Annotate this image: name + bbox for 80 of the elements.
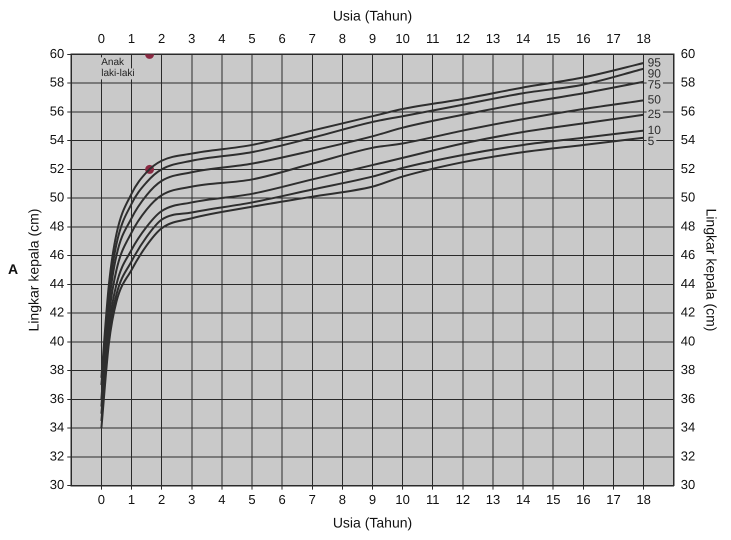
x2-tick-label: 7 xyxy=(308,31,316,46)
y-tick-label: 36 xyxy=(50,390,64,406)
x2-tick-label: 6 xyxy=(278,31,286,46)
x-tick-label: 9 xyxy=(368,492,376,507)
x2-tick-label: 12 xyxy=(456,31,470,46)
x2-tick-label: 9 xyxy=(368,31,376,46)
x2-tick-label: 8 xyxy=(338,31,346,46)
y-tick-label: 44 xyxy=(50,276,64,291)
y2-tick-label: 30 xyxy=(680,477,696,492)
series-label: 5 xyxy=(648,134,655,148)
y2-tick-label: 54 xyxy=(680,132,696,148)
x-tick-label: 17 xyxy=(606,492,621,507)
y2-tick-label: 52 xyxy=(680,160,696,176)
y-tick-label: 56 xyxy=(50,103,64,118)
y-tick-label: 30 xyxy=(50,477,64,492)
x-tick-label: 8 xyxy=(338,492,346,507)
y2-tick-label: 50 xyxy=(680,190,696,205)
y-tick-label: 58 xyxy=(50,74,64,90)
y2-tick-label: 46 xyxy=(680,247,696,262)
y2-tick-label: 32 xyxy=(680,448,696,464)
x-tick-label: 10 xyxy=(395,492,410,507)
x2-tick-label: 11 xyxy=(426,31,440,46)
x-tick-label: 18 xyxy=(636,492,651,507)
x-tick-label: 3 xyxy=(188,492,196,507)
y-tick-label: 40 xyxy=(50,333,64,348)
y2-tick-label: 34 xyxy=(680,420,696,435)
x2-tick-label: 5 xyxy=(248,31,256,46)
x-tick-label: 16 xyxy=(576,492,591,507)
x-tick-label: 15 xyxy=(546,492,560,507)
y-tick-label: 54 xyxy=(50,132,64,148)
y2-axis-title: Lingkar kepala (cm) xyxy=(704,208,720,332)
x2-tick-label: 10 xyxy=(395,31,410,46)
x-tick-label: 1 xyxy=(128,492,136,507)
x-tick-label: 11 xyxy=(426,492,440,507)
series-label: 50 xyxy=(648,92,662,107)
x-tick-label: 6 xyxy=(278,492,286,507)
y-tick-label: 50 xyxy=(50,190,64,205)
y2-tick-label: 44 xyxy=(680,276,696,291)
y2-tick-label: 60 xyxy=(680,46,696,61)
y-tick-label: 42 xyxy=(50,304,64,320)
y-tick-label: 32 xyxy=(50,448,64,464)
y-tick-label: 34 xyxy=(50,420,64,435)
x-axis-title: Usia (Tahun) xyxy=(332,514,412,530)
x-tick-label: 2 xyxy=(158,492,166,507)
x2-tick-label: 1 xyxy=(128,31,136,46)
y2-tick-label: 58 xyxy=(680,74,696,90)
x-tick-label: 4 xyxy=(218,492,226,507)
x2-tick-label: 14 xyxy=(516,31,530,46)
y2-tick-label: 48 xyxy=(680,218,696,234)
y-tick-label: 38 xyxy=(50,362,64,378)
y-tick-label: 60 xyxy=(50,46,64,61)
x2-tick-label: 4 xyxy=(218,31,226,46)
x2-tick-label: 3 xyxy=(188,31,196,46)
series-label: 75 xyxy=(648,77,662,92)
y-axis-title: Lingkar kepala (cm) xyxy=(25,208,42,332)
x-tick-label: 13 xyxy=(486,492,500,507)
x2-tick-label: 18 xyxy=(636,31,651,46)
series-label: 25 xyxy=(648,107,662,122)
x-tick-label: 14 xyxy=(516,492,530,507)
annotation: Anak laki-laki xyxy=(101,57,135,80)
x-tick-label: 5 xyxy=(248,492,256,507)
y2-tick-label: 40 xyxy=(680,333,696,348)
y-tick-label: 46 xyxy=(50,247,64,262)
text: A xyxy=(8,260,18,277)
y-tick-label: 52 xyxy=(50,160,64,176)
x-tick-label: 12 xyxy=(456,492,470,507)
x2-tick-label: 2 xyxy=(158,31,166,46)
x2-tick-label: 16 xyxy=(576,31,591,46)
x-tick-label: 7 xyxy=(308,492,316,507)
x-tick-label: 0 xyxy=(98,492,105,507)
x2-tick-label: 17 xyxy=(606,31,621,46)
x2-tick-label: 13 xyxy=(486,31,500,46)
y2-tick-label: 36 xyxy=(680,390,696,406)
y2-tick-label: 56 xyxy=(680,103,696,118)
y2-tick-label: 38 xyxy=(680,362,696,378)
x2-tick-label: 15 xyxy=(546,31,560,46)
y-tick-label: 48 xyxy=(50,218,64,234)
x2-tick-label: 0 xyxy=(98,31,105,46)
y2-tick-label: 42 xyxy=(680,304,696,320)
x2-axis-title: Usia (Tahun) xyxy=(332,7,412,24)
